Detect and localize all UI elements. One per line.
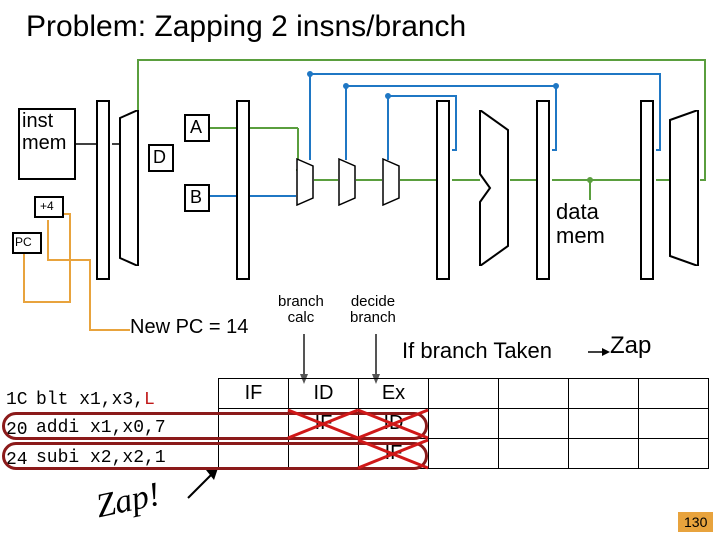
- decide-branch-label: decide branch: [350, 294, 396, 326]
- mux-end-shape: [668, 110, 702, 266]
- regfile-shape: [118, 110, 142, 266]
- new-pc-text: New PC = 14: [130, 316, 248, 339]
- mux-1: [296, 158, 314, 206]
- inst-mem-label: inst mem: [22, 110, 66, 154]
- pc-label: PC: [15, 235, 32, 249]
- pipe-reg-1: [96, 100, 110, 280]
- mux-3: [382, 158, 400, 206]
- pipe-reg-5: [640, 100, 654, 280]
- page-number: 130: [678, 512, 713, 532]
- instr-0-text: blt x1,x3,L: [36, 388, 155, 410]
- plus4-label: +4: [40, 199, 54, 213]
- instr-0-addr: 1C: [6, 388, 28, 410]
- data-mem-label: data mem: [556, 200, 605, 248]
- pipe-reg-2: [236, 100, 250, 280]
- pipe-reg-4: [536, 100, 550, 280]
- if-taken-label: If branch Taken: [402, 338, 552, 364]
- branch-calc-label: branch calc: [278, 294, 324, 326]
- alu-shape: [478, 110, 512, 266]
- red-x-overlay: [218, 408, 438, 472]
- table-row: IFIDEx: [219, 379, 709, 409]
- b-label: B: [190, 187, 202, 208]
- pipe-reg-3: [436, 100, 450, 280]
- mux-2: [338, 158, 356, 206]
- zap-word: Zap: [610, 332, 651, 360]
- a-label: A: [190, 117, 202, 138]
- d-label: D: [153, 147, 166, 168]
